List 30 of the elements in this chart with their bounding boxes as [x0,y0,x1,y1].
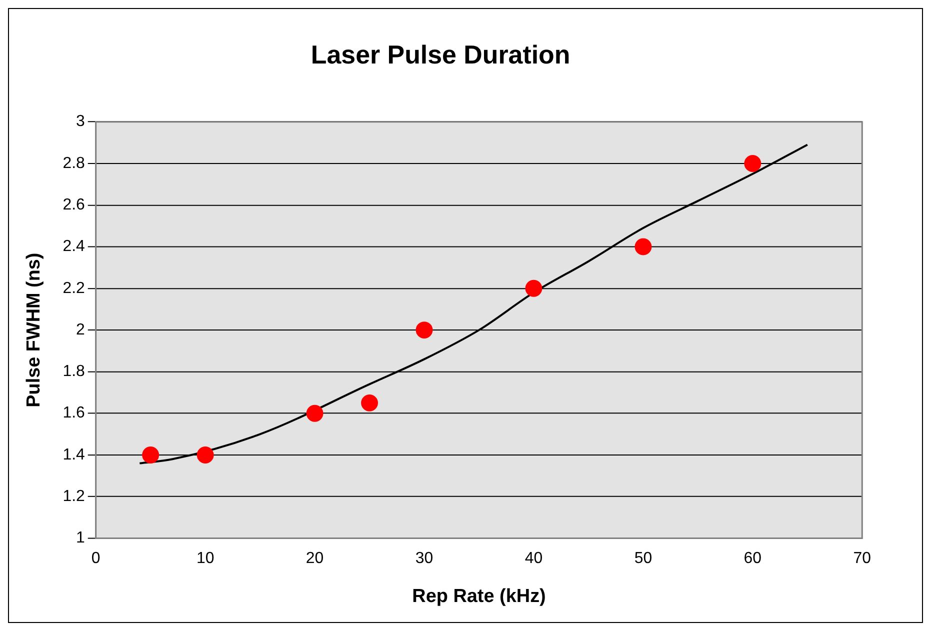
x-tick-label: 20 [306,550,324,568]
x-tick-label: 70 [853,550,872,568]
x-tick-label: 0 [91,550,100,568]
y-tick-label: 1.6 [62,404,86,422]
y-tick-label: 1 [76,530,85,547]
x-tick-label: 10 [196,550,214,568]
y-tick-label: 3 [76,113,85,130]
y-tick-label: 1.8 [62,363,86,380]
point [525,280,542,297]
x-tick-label: 50 [634,550,652,568]
y-tick-label: 2.8 [62,154,86,172]
point [361,394,378,412]
y-tick-label: 1.2 [62,488,86,506]
x-tick-label: 60 [744,550,762,568]
point [306,404,324,422]
y-tick-label: 2.6 [62,196,86,214]
y-tick-label: 1.4 [62,446,86,464]
y-tick-label: 2 [76,321,85,338]
point [744,155,762,172]
x-tick-label: 30 [415,550,434,568]
y-tick-label: 2.4 [62,238,86,256]
y-axis-title: Pulse FWHM (ns) [24,252,45,408]
y-tick-label: 2.2 [62,280,86,297]
point [634,238,652,256]
x-tick-label: 40 [524,550,543,568]
chart-title: Laser Pulse Duration [310,42,570,70]
point [416,322,433,339]
point [142,446,160,464]
point [196,446,214,464]
x-axis-title: Rep Rate (kHz) [412,586,546,607]
